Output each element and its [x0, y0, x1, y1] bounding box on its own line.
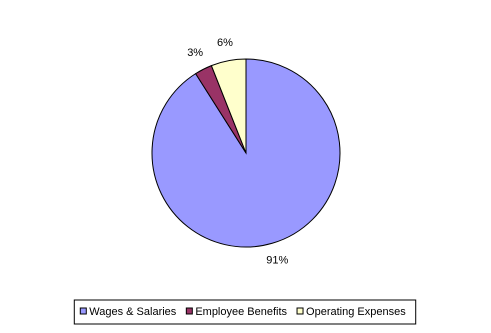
legend-swatch — [185, 307, 193, 315]
legend-label: Wages & Salaries — [89, 306, 177, 318]
legend-swatch — [296, 307, 304, 315]
legend — [73, 299, 417, 325]
data-label: 3% — [187, 47, 203, 59]
data-label: 91% — [266, 254, 288, 266]
data-label: 6% — [217, 37, 233, 49]
legend-swatch — [79, 307, 87, 315]
pie-slice — [210, 58, 247, 154]
legend-label: Employee Benefits — [195, 306, 287, 318]
legend-label: Operating Expenses — [306, 306, 406, 318]
